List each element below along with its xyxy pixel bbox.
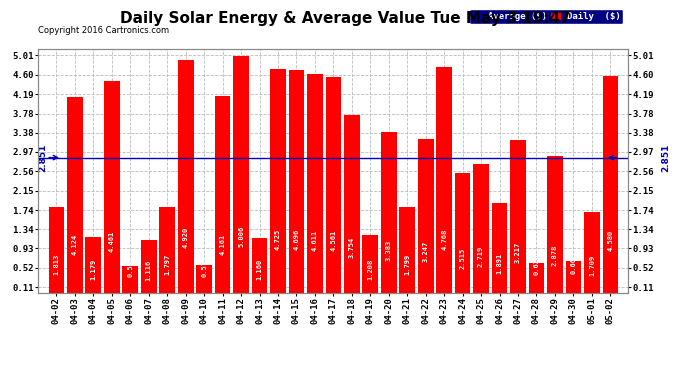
Bar (547, 156, 563, 292)
Bar (159, 207, 175, 292)
Bar (307, 74, 323, 292)
Bar (196, 265, 212, 292)
Bar (418, 139, 433, 292)
Text: 4.161: 4.161 (219, 233, 226, 255)
Bar (215, 96, 230, 292)
Text: 0.662: 0.662 (571, 253, 576, 274)
Bar (602, 76, 618, 292)
Bar (566, 261, 581, 292)
Bar (67, 97, 83, 292)
Text: 1.709: 1.709 (589, 254, 595, 276)
Bar (436, 67, 452, 292)
Bar (252, 238, 267, 292)
Text: 3.247: 3.247 (423, 241, 428, 262)
Text: 4.580: 4.580 (607, 230, 613, 251)
Bar (122, 266, 138, 292)
Text: 1.116: 1.116 (146, 260, 152, 280)
Text: 4.768: 4.768 (441, 228, 447, 249)
Text: 1.208: 1.208 (367, 259, 373, 280)
Bar (510, 140, 526, 292)
Bar (326, 76, 342, 292)
Text: 2.878: 2.878 (552, 244, 558, 266)
Bar (233, 56, 249, 292)
Bar (288, 70, 304, 292)
Bar (270, 69, 286, 292)
Bar (584, 211, 600, 292)
Text: 4.461: 4.461 (109, 231, 115, 252)
Text: 1.797: 1.797 (164, 254, 170, 275)
Bar (400, 207, 415, 292)
Text: 1.179: 1.179 (90, 259, 97, 280)
Text: Copyright 2016 Cartronics.com: Copyright 2016 Cartronics.com (38, 26, 169, 35)
Bar (492, 203, 507, 292)
Text: 4.696: 4.696 (293, 229, 299, 250)
Bar (381, 132, 397, 292)
Text: 2.719: 2.719 (478, 246, 484, 267)
Bar (455, 174, 471, 292)
Text: 4.561: 4.561 (331, 230, 337, 251)
Text: 5.006: 5.006 (238, 226, 244, 248)
Text: Daily Solar Energy & Average Value Tue May 3 19:47: Daily Solar Energy & Average Value Tue M… (119, 11, 571, 26)
Text: 0.576: 0.576 (201, 255, 207, 276)
Text: 4.611: 4.611 (312, 230, 318, 251)
Text: 4.920: 4.920 (183, 227, 188, 248)
Bar (48, 207, 64, 292)
Text: 2.851: 2.851 (662, 143, 671, 172)
Bar (473, 164, 489, 292)
Bar (362, 236, 378, 292)
Bar (344, 115, 359, 292)
Text: 2.515: 2.515 (460, 248, 466, 269)
Text: 0.568: 0.568 (127, 255, 133, 277)
Text: 4.725: 4.725 (275, 229, 281, 250)
Bar (178, 60, 193, 292)
Text: 3.754: 3.754 (349, 237, 355, 258)
Bar (529, 263, 544, 292)
Bar (104, 81, 119, 292)
Text: 3.383: 3.383 (386, 240, 392, 261)
Text: 1.891: 1.891 (497, 253, 502, 274)
Text: 1.160: 1.160 (257, 259, 262, 280)
Text: 0.628: 0.628 (533, 254, 540, 275)
Text: 1.799: 1.799 (404, 254, 411, 275)
Bar (86, 237, 101, 292)
Text: 1.813: 1.813 (53, 254, 59, 275)
Text: 3.217: 3.217 (515, 242, 521, 263)
Text: 2.851: 2.851 (38, 143, 47, 172)
Text: 4.124: 4.124 (72, 234, 78, 255)
Legend: Average ($), Daily  ($): Average ($), Daily ($) (469, 9, 623, 24)
Bar (141, 240, 157, 292)
